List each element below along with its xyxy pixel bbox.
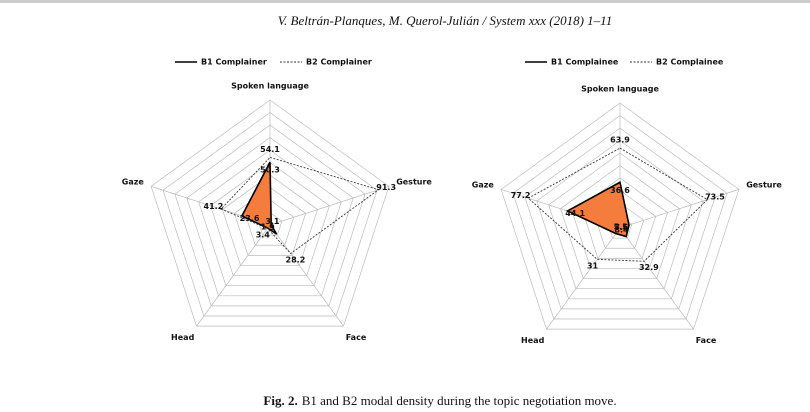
axis-spoke	[619, 189, 739, 229]
value-label: 63.9	[610, 136, 630, 145]
value-label: 8.4	[614, 226, 629, 235]
grid-ring	[560, 165, 680, 279]
grid-ring	[186, 137, 354, 297]
axis-spoke	[196, 224, 271, 327]
grid-ring	[524, 127, 716, 310]
value-label: 73.5	[705, 193, 725, 202]
value-label: 36.6	[610, 186, 630, 195]
value-label: 5.5	[614, 223, 629, 232]
grid-ring	[198, 149, 342, 287]
axis-spoke	[269, 224, 344, 327]
legend-label: B2 Complainee	[656, 58, 724, 67]
value-label: 77.2	[511, 191, 531, 200]
grid-ring	[174, 124, 366, 307]
grid-ring	[512, 115, 728, 320]
axis-spoke	[269, 186, 389, 226]
value-label: 7.6	[614, 223, 629, 232]
axis-label: Face	[346, 333, 367, 342]
value-label: 44.1	[565, 209, 585, 218]
series-area	[240, 161, 278, 235]
grid-ring	[500, 102, 740, 330]
axis-label: Head	[521, 336, 545, 345]
value-label: 50.3	[260, 166, 280, 175]
value-label: 9	[269, 223, 275, 232]
value-label: 91.3	[376, 183, 396, 192]
running-header: V. Beltrán-Planques, M. Querol-Julián / …	[278, 13, 612, 28]
grid-ring	[222, 174, 318, 266]
series-area	[527, 147, 709, 262]
value-label: 3.1	[265, 217, 280, 226]
axis-label: Spoken language	[581, 85, 659, 94]
axis-label: Face	[696, 336, 717, 345]
axis-label: Gaze	[122, 178, 145, 187]
axis-label: Spoken language	[231, 82, 309, 91]
axis-label: Gesture	[396, 178, 432, 187]
top-rule	[0, 0, 810, 3]
series-area	[565, 181, 630, 238]
legend-label: B1 Complainer	[201, 58, 267, 67]
value-label: 54.1	[260, 145, 280, 154]
value-label: 3.4	[256, 230, 271, 239]
axis-label: Gaze	[472, 181, 495, 190]
axis-spoke	[546, 227, 621, 330]
value-label: 31	[587, 261, 599, 270]
grid-ring	[162, 112, 378, 317]
grid-ring	[548, 152, 692, 290]
value-label: 32.9	[639, 263, 659, 272]
value-label: 23.6	[240, 214, 260, 223]
grid-ring	[536, 140, 704, 300]
caption: Fig. 2. B1 and B2 modal density during th…	[263, 393, 616, 408]
legend-label: B1 Complainee	[551, 58, 619, 67]
grid-ring	[210, 162, 330, 276]
axis-label: Head	[171, 333, 195, 342]
axis-label: Gesture	[746, 181, 782, 190]
value-label: 28.2	[286, 255, 306, 264]
value-label: 41.2	[204, 202, 224, 211]
grid-ring	[233, 187, 307, 256]
axis-spoke	[619, 227, 694, 330]
legend-label: B2 Complainer	[306, 58, 372, 67]
series-area	[220, 156, 380, 255]
caption-text: B1 and B2 modal density during the topic…	[302, 393, 617, 408]
grid-ring	[150, 99, 390, 327]
caption-label: Fig. 2.	[263, 393, 297, 408]
